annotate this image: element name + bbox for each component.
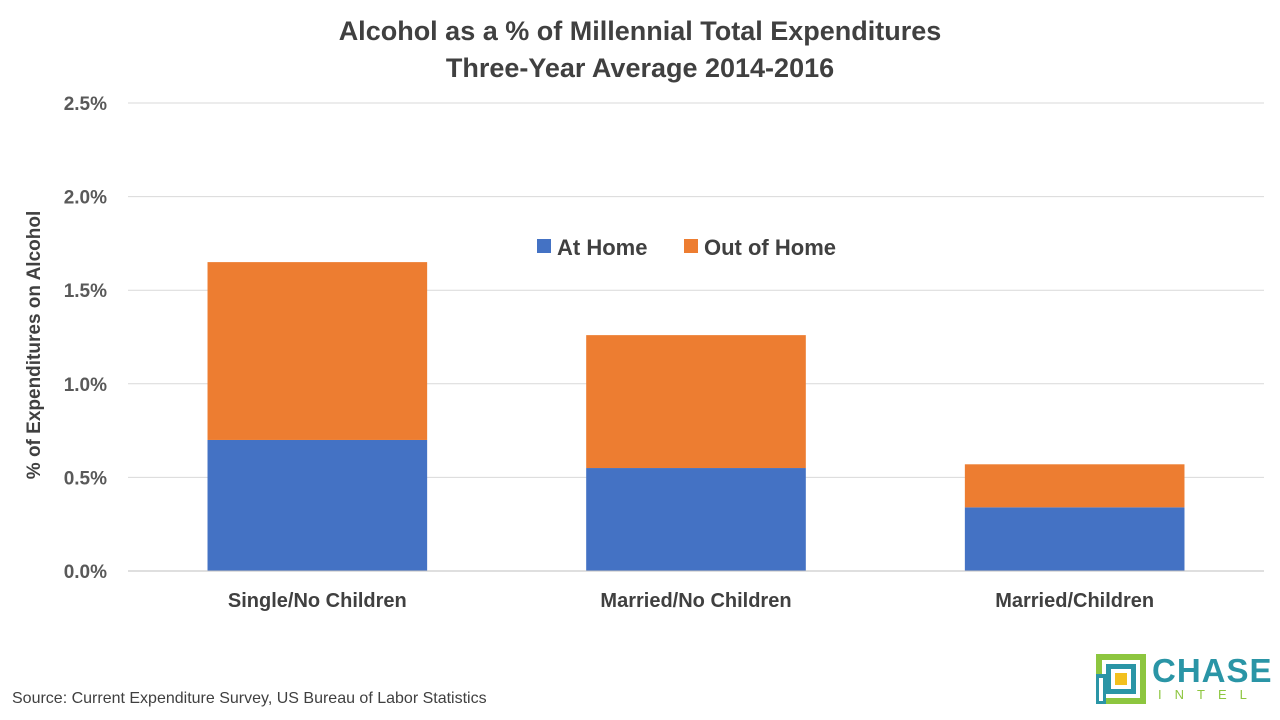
y-axis-ticks: 0.0% 0.5% 1.0% 1.5% 2.0% 2.5% <box>64 94 107 583</box>
y-tick-label: 0.5% <box>64 468 107 489</box>
chart-title: Alcohol as a % of Millennial Total Expen… <box>339 16 942 46</box>
logo-mark-icon <box>1096 654 1146 704</box>
bar-out-of-home <box>207 262 428 440</box>
y-tick-label: 1.0% <box>64 375 107 396</box>
y-tick-label: 2.5% <box>64 94 107 115</box>
bar-out-of-home <box>586 335 806 469</box>
bar-at-home <box>586 468 806 571</box>
source-note: Source: Current Expenditure Survey, US B… <box>12 690 487 707</box>
bar-out-of-home <box>964 464 1185 508</box>
x-category-label: Single/No Children <box>228 590 407 612</box>
x-category-label: Married/Children <box>995 590 1154 612</box>
y-tick-label: 0.0% <box>64 562 107 583</box>
legend: At Home Out of Home <box>537 235 836 260</box>
legend-label: Out of Home <box>704 235 836 260</box>
y-tick-label: 1.5% <box>64 281 107 302</box>
x-axis-categories: Single/No Children Married/No Children Mar… <box>228 590 1154 612</box>
bars <box>207 262 1185 571</box>
logo-subtext: INTEL <box>1158 687 1260 702</box>
chase-intel-logo: CHASE INTEL <box>1096 654 1272 704</box>
bar-at-home <box>207 439 428 571</box>
legend-swatch <box>537 239 551 253</box>
bar-at-home <box>964 507 1185 571</box>
y-axis-label: % of Expenditures on Alcohol <box>24 211 45 479</box>
legend-swatch <box>684 239 698 253</box>
logo-wordmark: CHASE <box>1152 652 1273 689</box>
y-tick-label: 2.0% <box>64 188 107 209</box>
legend-label: At Home <box>557 235 647 260</box>
x-category-label: Married/No Children <box>600 590 791 612</box>
chart-subtitle: Three-Year Average 2014-2016 <box>446 53 834 83</box>
